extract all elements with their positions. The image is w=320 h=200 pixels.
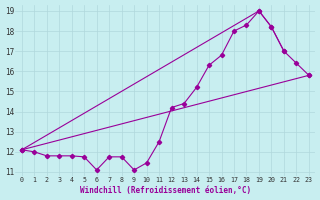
X-axis label: Windchill (Refroidissement éolien,°C): Windchill (Refroidissement éolien,°C) <box>80 186 251 195</box>
